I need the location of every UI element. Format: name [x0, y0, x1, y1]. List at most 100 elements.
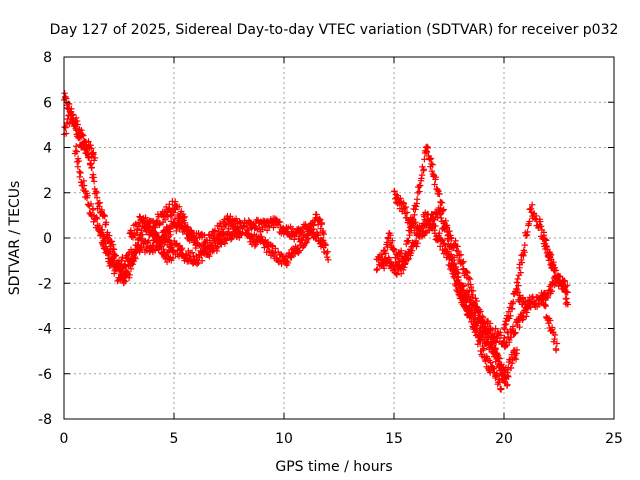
data-point	[120, 271, 127, 278]
data-point	[67, 115, 74, 123]
data-point	[238, 230, 245, 238]
data-point	[418, 171, 426, 179]
data-point	[421, 230, 428, 237]
data-point	[148, 228, 155, 236]
data-point	[305, 235, 312, 242]
data-point	[315, 232, 322, 239]
data-point	[505, 373, 512, 380]
data-point	[403, 240, 410, 248]
data-point	[501, 371, 509, 379]
data-point	[74, 121, 81, 128]
data-point	[464, 269, 471, 277]
data-point	[412, 218, 419, 226]
data-point	[543, 237, 550, 244]
data-point	[295, 248, 302, 256]
data-point	[411, 211, 418, 219]
data-point	[180, 214, 187, 222]
data-point	[93, 214, 100, 221]
data-point	[324, 256, 332, 264]
data-point	[87, 142, 94, 149]
data-point	[431, 181, 438, 188]
data-point	[512, 356, 520, 363]
data-point	[380, 265, 388, 272]
data-point	[221, 240, 229, 247]
data-layer	[60, 90, 572, 393]
data-point	[427, 155, 435, 162]
data-point	[510, 330, 518, 338]
data-point	[128, 255, 135, 262]
data-point	[198, 257, 206, 264]
data-point	[465, 274, 473, 282]
data-point	[211, 227, 219, 234]
data-point	[486, 320, 494, 327]
data-point	[80, 132, 87, 139]
chart-title: Day 127 of 2025, Sidereal Day-to-day VTE…	[50, 22, 619, 38]
data-point	[448, 260, 455, 267]
data-point	[552, 267, 560, 274]
data-point	[480, 346, 487, 354]
data-point	[479, 313, 486, 320]
data-point	[443, 224, 451, 231]
data-point	[319, 227, 327, 235]
data-point	[437, 206, 444, 214]
data-point	[526, 218, 533, 225]
data-point	[527, 205, 535, 212]
data-point	[181, 213, 188, 220]
data-point	[428, 160, 435, 168]
y-tick-label: -6	[38, 367, 52, 383]
data-point	[102, 243, 110, 250]
data-point	[540, 229, 548, 236]
data-point	[453, 277, 460, 285]
data-point	[501, 334, 508, 342]
data-point	[323, 249, 330, 257]
data-point	[491, 331, 498, 338]
y-tick-label: -8	[38, 412, 52, 428]
tick-layer: 0 5 10 15 20 25 -8 -6 -4 -2 0 2 4 6 8	[38, 50, 623, 447]
data-point	[450, 261, 458, 268]
data-point	[515, 282, 522, 289]
data-point	[87, 200, 95, 208]
data-point	[480, 345, 488, 352]
data-point	[373, 266, 380, 274]
data-point	[413, 243, 420, 250]
data-point	[288, 254, 295, 261]
data-point	[156, 220, 164, 227]
data-point	[497, 332, 505, 339]
data-point	[93, 194, 101, 201]
data-point	[552, 346, 560, 354]
data-point	[324, 248, 331, 255]
data-point	[195, 259, 202, 267]
data-point	[314, 230, 321, 238]
data-point	[127, 258, 134, 266]
data-point	[400, 264, 408, 271]
data-point	[151, 247, 159, 254]
data-point	[268, 242, 276, 249]
data-point	[101, 235, 108, 242]
data-point	[436, 230, 443, 237]
data-point	[455, 274, 462, 281]
data-point	[502, 320, 510, 328]
data-point	[74, 163, 82, 170]
data-point	[490, 364, 497, 372]
data-point	[439, 237, 446, 244]
data-point	[537, 223, 545, 230]
data-point	[466, 275, 474, 283]
data-point	[474, 341, 482, 348]
data-point	[397, 195, 404, 202]
data-point	[263, 239, 270, 247]
data-point	[413, 196, 421, 203]
data-point	[523, 313, 530, 320]
data-point	[497, 329, 504, 336]
data-point	[508, 305, 516, 312]
data-point	[284, 259, 292, 267]
data-point	[80, 182, 88, 189]
grid-layer	[64, 57, 614, 419]
y-tick-label: 2	[43, 186, 52, 202]
data-point	[414, 239, 421, 247]
data-point	[487, 359, 494, 366]
data-point	[207, 241, 214, 249]
data-point	[492, 325, 499, 332]
data-point	[539, 296, 546, 303]
data-point	[564, 301, 572, 308]
data-point	[166, 225, 174, 233]
